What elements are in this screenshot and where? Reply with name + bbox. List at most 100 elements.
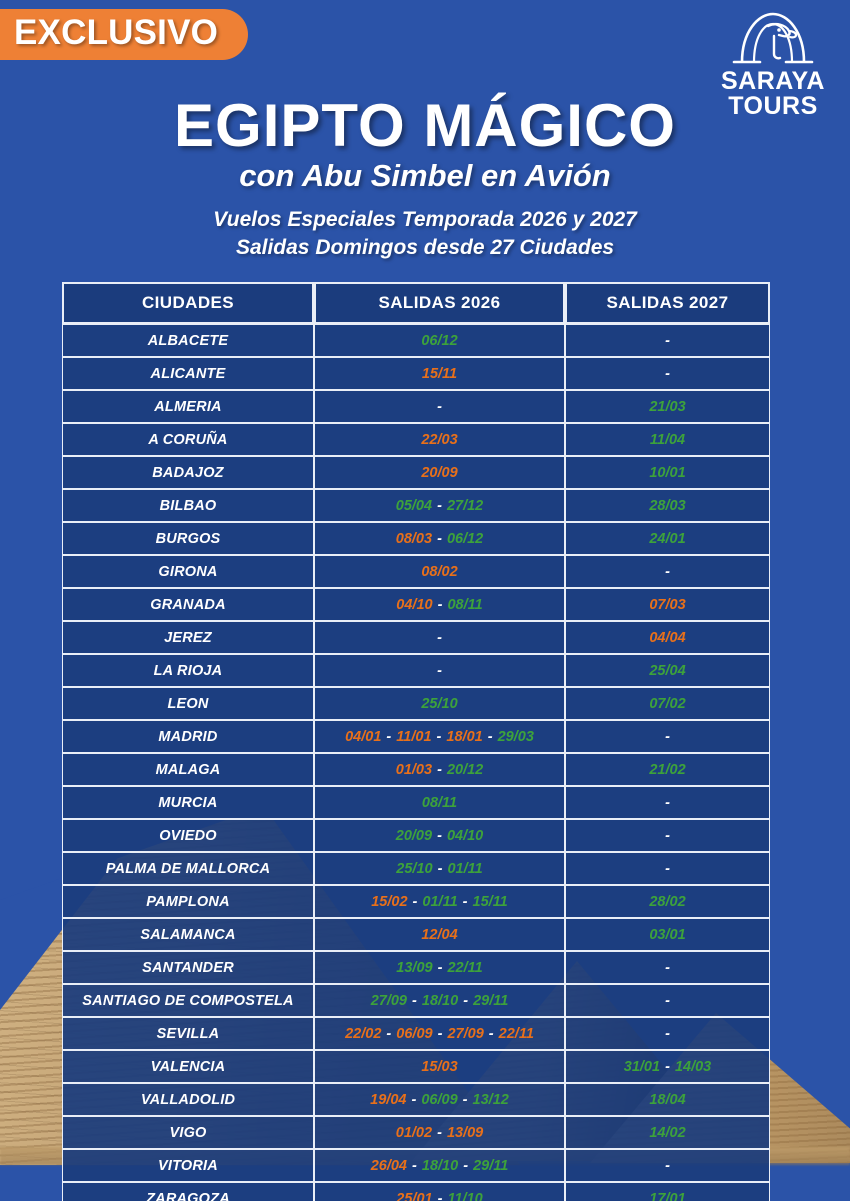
cell-departures-2027: -	[565, 357, 770, 390]
table-body: ALBACETE 06/12- ALICANTE 15/11- ALMERIA -21/0…	[62, 324, 770, 1201]
cell-departures-2026: 20/09 - 04/10	[314, 819, 565, 852]
cell-departures-2027: -	[565, 720, 770, 753]
cell-departures-2026: 25/10 - 01/11	[314, 852, 565, 885]
cell-departures-2026: 25/10	[314, 687, 565, 720]
departure-date: -	[665, 860, 670, 877]
date-separator: -	[382, 728, 396, 745]
cell-city: SALAMANCA	[62, 918, 314, 951]
cell-city: A CORUÑA	[62, 423, 314, 456]
departure-date: 22/11	[498, 1025, 534, 1042]
cell-departures-2026: 22/03	[314, 423, 565, 456]
departure-date: 06/09	[421, 1091, 458, 1108]
date-separator: -	[433, 530, 446, 547]
departure-date: -	[437, 398, 442, 415]
cell-departures-2026: 08/02	[314, 555, 565, 588]
departure-date: 19/04	[370, 1091, 407, 1108]
cell-departures-2026: 15/02 - 01/11 - 15/11	[314, 885, 565, 918]
cell-departures-2027: -	[565, 786, 770, 819]
exclusivo-badge: EXCLUSIVO	[0, 9, 249, 60]
departure-date: 20/09	[421, 464, 458, 481]
cell-departures-2027: 21/03	[565, 390, 770, 423]
table-row: A CORUÑA 22/03 11/04	[62, 423, 770, 456]
departure-date: 01/02	[395, 1124, 433, 1141]
departure-date: -	[665, 563, 670, 580]
table-row: LEON 25/10 07/02	[62, 687, 770, 720]
departure-date: 11/10	[447, 1190, 483, 1201]
cell-departures-2027: -	[565, 819, 770, 852]
cell-departures-2027: 18/04	[565, 1083, 770, 1116]
cell-departures-2027: -	[565, 555, 770, 588]
departure-date: 27/09	[370, 992, 407, 1009]
cell-departures-2027: 10/01	[565, 456, 770, 489]
cell-departures-2026: 08/11	[314, 786, 565, 819]
departure-date: -	[665, 992, 670, 1009]
departure-date: 27/12	[446, 497, 484, 514]
cell-departures-2027: 17/01	[565, 1182, 770, 1201]
date-separator: -	[433, 761, 446, 778]
cell-departures-2027: 14/02	[565, 1116, 770, 1149]
cell-city: BURGOS	[62, 522, 314, 555]
departure-date: 15/02	[371, 893, 408, 910]
departure-date: 18/01	[446, 728, 483, 745]
cell-departures-2026: 15/11	[314, 357, 565, 390]
table-row: VITORIA 26/04 - 18/10 - 29/11-	[62, 1149, 770, 1182]
departure-date: 13/12	[472, 1091, 509, 1108]
departure-date: 07/02	[649, 695, 686, 712]
table-row: VALLADOLID 19/04 - 06/09 - 13/12 18/04	[62, 1083, 770, 1116]
date-separator: -	[483, 728, 497, 745]
table-row: GIRONA 08/02 -	[62, 555, 770, 588]
title-block: EGIPTO MÁGICO con Abu Simbel en Avión Vu…	[0, 95, 850, 262]
departure-date: -	[665, 794, 670, 811]
table-row: BILBAO 05/04 - 27/12 28/03	[62, 489, 770, 522]
departure-date: 18/10	[421, 992, 459, 1009]
cell-city: VALENCIA	[62, 1050, 314, 1083]
table-row: JEREZ - 04/04	[62, 621, 770, 654]
departure-date: 28/03	[649, 497, 686, 514]
cell-departures-2027: 28/03	[565, 489, 770, 522]
cell-city: SANTIAGO DE COMPOSTELA	[62, 984, 314, 1017]
date-separator: -	[432, 728, 446, 745]
departure-date: 29/11	[473, 992, 509, 1009]
cell-city: JEREZ	[62, 621, 314, 654]
cell-departures-2026: 01/03 - 20/12	[314, 753, 565, 786]
cell-departures-2026: 20/09	[314, 456, 565, 489]
departure-date: -	[665, 332, 670, 349]
cell-departures-2026: 08/03 - 06/12	[314, 522, 565, 555]
cell-departures-2027: 24/01	[565, 522, 770, 555]
date-separator: -	[661, 1058, 674, 1075]
cell-departures-2027: -	[565, 1149, 770, 1182]
table-row: BADAJOZ 20/09 10/01	[62, 456, 770, 489]
departure-date: 21/03	[649, 398, 686, 415]
table-row: ZARAGOZA 25/01 - 11/10 17/01	[62, 1182, 770, 1201]
date-separator: -	[382, 1025, 396, 1042]
departure-date: 27/09	[447, 1025, 484, 1042]
cell-city: ALICANTE	[62, 357, 314, 390]
departure-date: 04/04	[649, 629, 686, 646]
cell-departures-2026: 04/10 - 08/11	[314, 588, 565, 621]
departure-date: 18/10	[421, 1157, 459, 1174]
departure-date: 07/03	[649, 596, 686, 613]
departure-date: 14/03	[674, 1058, 712, 1075]
departures-table: CIUDADES SALIDAS 2026 SALIDAS 2027 ALBAC…	[62, 282, 770, 1201]
cell-departures-2026: -	[314, 654, 565, 687]
departure-date: 12/04	[421, 926, 458, 943]
date-separator: -	[459, 992, 473, 1009]
cell-departures-2027: 07/03	[565, 588, 770, 621]
cell-city: LEON	[62, 687, 314, 720]
cell-departures-2027: -	[565, 852, 770, 885]
cell-departures-2027: 03/01	[565, 918, 770, 951]
departure-date: 08/02	[421, 563, 458, 580]
table-row: SANTIAGO DE COMPOSTELA 27/09 - 18/10 - 29…	[62, 984, 770, 1017]
table-row: MALAGA 01/03 - 20/12 21/02	[62, 753, 770, 786]
departure-date: 20/12	[446, 761, 484, 778]
departure-date: 25/10	[396, 860, 433, 877]
cell-departures-2027: -	[565, 1017, 770, 1050]
date-separator: -	[433, 497, 446, 514]
logo-subname: TOURS	[728, 91, 818, 120]
cell-departures-2027: 07/02	[565, 687, 770, 720]
cell-departures-2027: -	[565, 984, 770, 1017]
departure-date: 11/01	[396, 728, 432, 745]
departure-date: 22/11	[447, 959, 483, 976]
cell-city: LA RIOJA	[62, 654, 314, 687]
